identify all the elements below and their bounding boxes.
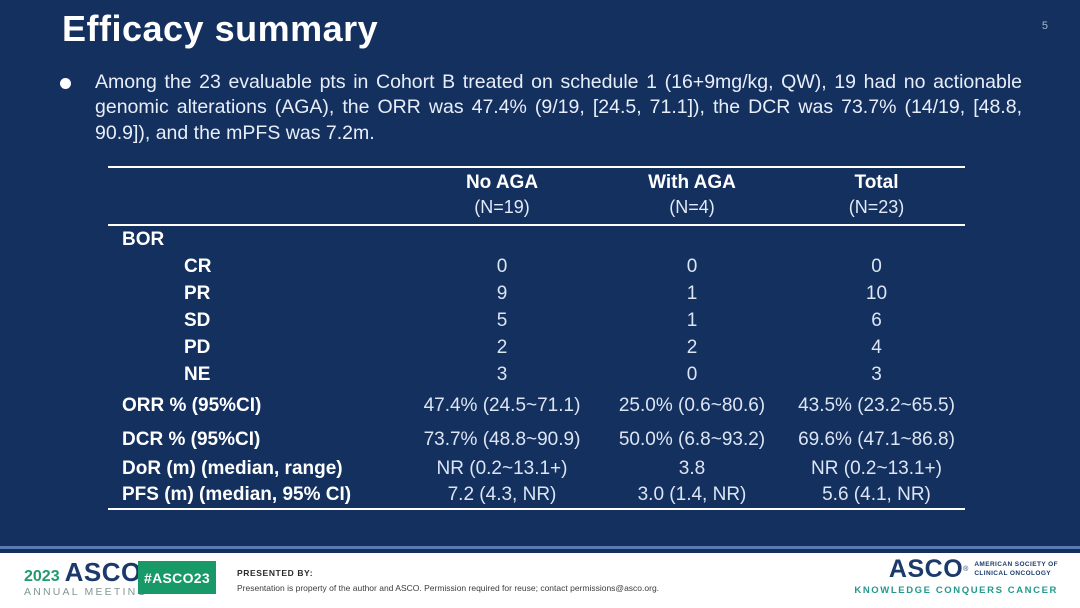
cell-value: 0 (686, 256, 698, 277)
registered-mark-icon: ® (963, 566, 969, 573)
cell-value: 47.4% (24.5~71.1) (423, 395, 581, 416)
table-row: PR 9 1 10 (108, 280, 965, 307)
annual-meeting-label: ANNUAL MEETING (24, 586, 148, 598)
cell-value: 9 (496, 283, 508, 304)
row-label: BOR (122, 229, 165, 250)
org-name: AMERICAN SOCIETY OF CLINICAL ONCOLOGY (974, 561, 1058, 577)
footer-bar: 2023 ASCO ® ANNUAL MEETING #ASCO23 PRESE… (0, 553, 1080, 608)
table-row: ORR % (95%CI) 47.4% (24.5~71.1) 25.0% (0… (108, 388, 965, 424)
row-label: PR (184, 283, 211, 304)
row-label: DoR (m) (median, range) (122, 458, 343, 479)
bullet-item: Among the 23 evaluable pts in Cohort B t… (60, 70, 1022, 146)
cell-value: 43.5% (23.2~65.5) (798, 395, 955, 416)
cell-value: 3 (496, 364, 508, 385)
divider (0, 546, 1080, 549)
cell-value: 25.0% (0.6~80.6) (618, 395, 766, 416)
slide-body: Efficacy summary 5 Among the 23 evaluabl… (0, 0, 1080, 553)
row-label: DCR % (95%CI) (122, 429, 261, 450)
table-body: BOR CR 0 0 0 PR 9 1 10 (108, 226, 965, 510)
cell-value: NR (0.2~13.1+) (811, 458, 942, 479)
cell-value: NR (0.2~13.1+) (436, 458, 568, 479)
slide-title: Efficacy summary (62, 8, 379, 49)
cell-value: 73.7% (48.8~90.9) (423, 429, 581, 450)
column-header-total: Total (N=23) (848, 172, 905, 217)
row-label: PFS (m) (median, 95% CI) (122, 484, 352, 505)
efficacy-table: No AGA (N=19) With AGA (N=4) Total (N=23… (108, 166, 965, 510)
cell-value: 2 (686, 337, 698, 358)
cell-value: 69.6% (47.1~86.8) (798, 429, 955, 450)
page-number: 5 (1041, 20, 1048, 32)
cell-value: 3.8 (678, 458, 706, 479)
bullet-icon (60, 78, 71, 89)
permission-disclaimer: Presentation is property of the author a… (237, 583, 660, 593)
row-label: ORR % (95%CI) (122, 395, 262, 416)
org-tagline: KNOWLEDGE CONQUERS CANCER (854, 585, 1058, 596)
table-row: PD 2 2 4 (108, 334, 965, 361)
cell-value: 0 (496, 256, 508, 277)
table-row: SD 5 1 6 (108, 307, 965, 334)
table-row: CR 0 0 0 (108, 253, 965, 280)
column-header-with-aga: With AGA (N=4) (648, 172, 736, 217)
table-row: DoR (m) (median, range) NR (0.2~13.1+) 3… (108, 456, 965, 482)
cell-value: 0 (871, 256, 882, 277)
cell-value: 6 (871, 310, 882, 331)
row-label: PD (184, 337, 211, 358)
table-row: NE 3 0 3 (108, 361, 965, 388)
row-label: CR (184, 256, 212, 277)
cell-value: 3 (871, 364, 882, 385)
cell-value: 5.6 (4.1, NR) (822, 484, 931, 505)
cell-value: 0 (686, 364, 698, 385)
table-row: BOR (108, 226, 965, 253)
asco-annual-meeting-logo: 2023 ASCO ® ANNUAL MEETING (24, 559, 148, 598)
table-row: PFS (m) (median, 95% CI) 7.2 (4.3, NR) 3… (108, 482, 965, 508)
presented-by-label: PRESENTED BY: (237, 568, 314, 578)
table-row: DCR % (95%CI) 73.7% (48.8~90.9) 50.0% (6… (108, 424, 965, 456)
cell-value: 3.0 (1.4, NR) (637, 484, 747, 505)
asco-logotype: ASCO (64, 557, 142, 587)
asco-logotype: ASCO (888, 555, 964, 583)
cell-value: 50.0% (6.8~93.2) (618, 429, 766, 450)
asco-society-logo: ASCO ® AMERICAN SOCIETY OF CLINICAL ONCO… (854, 555, 1058, 597)
cell-value: 1 (686, 310, 698, 331)
table-header-row: No AGA (N=19) With AGA (N=4) Total (N=23… (108, 166, 965, 226)
row-label: NE (184, 364, 211, 385)
cell-value: 1 (686, 283, 698, 304)
cell-value: 10 (865, 283, 888, 304)
bullet-text: Among the 23 evaluable pts in Cohort B t… (95, 71, 1022, 144)
cell-value: 7.2 (4.3, NR) (447, 484, 557, 505)
hashtag-badge: #ASCO23 (138, 561, 216, 594)
row-label: SD (184, 310, 211, 331)
cell-value: 5 (496, 310, 508, 331)
column-header-no-aga: No AGA (N=19) (465, 172, 539, 217)
cell-value: 2 (496, 337, 508, 358)
cell-value: 4 (871, 337, 882, 358)
meeting-year: 2023 (24, 568, 60, 585)
